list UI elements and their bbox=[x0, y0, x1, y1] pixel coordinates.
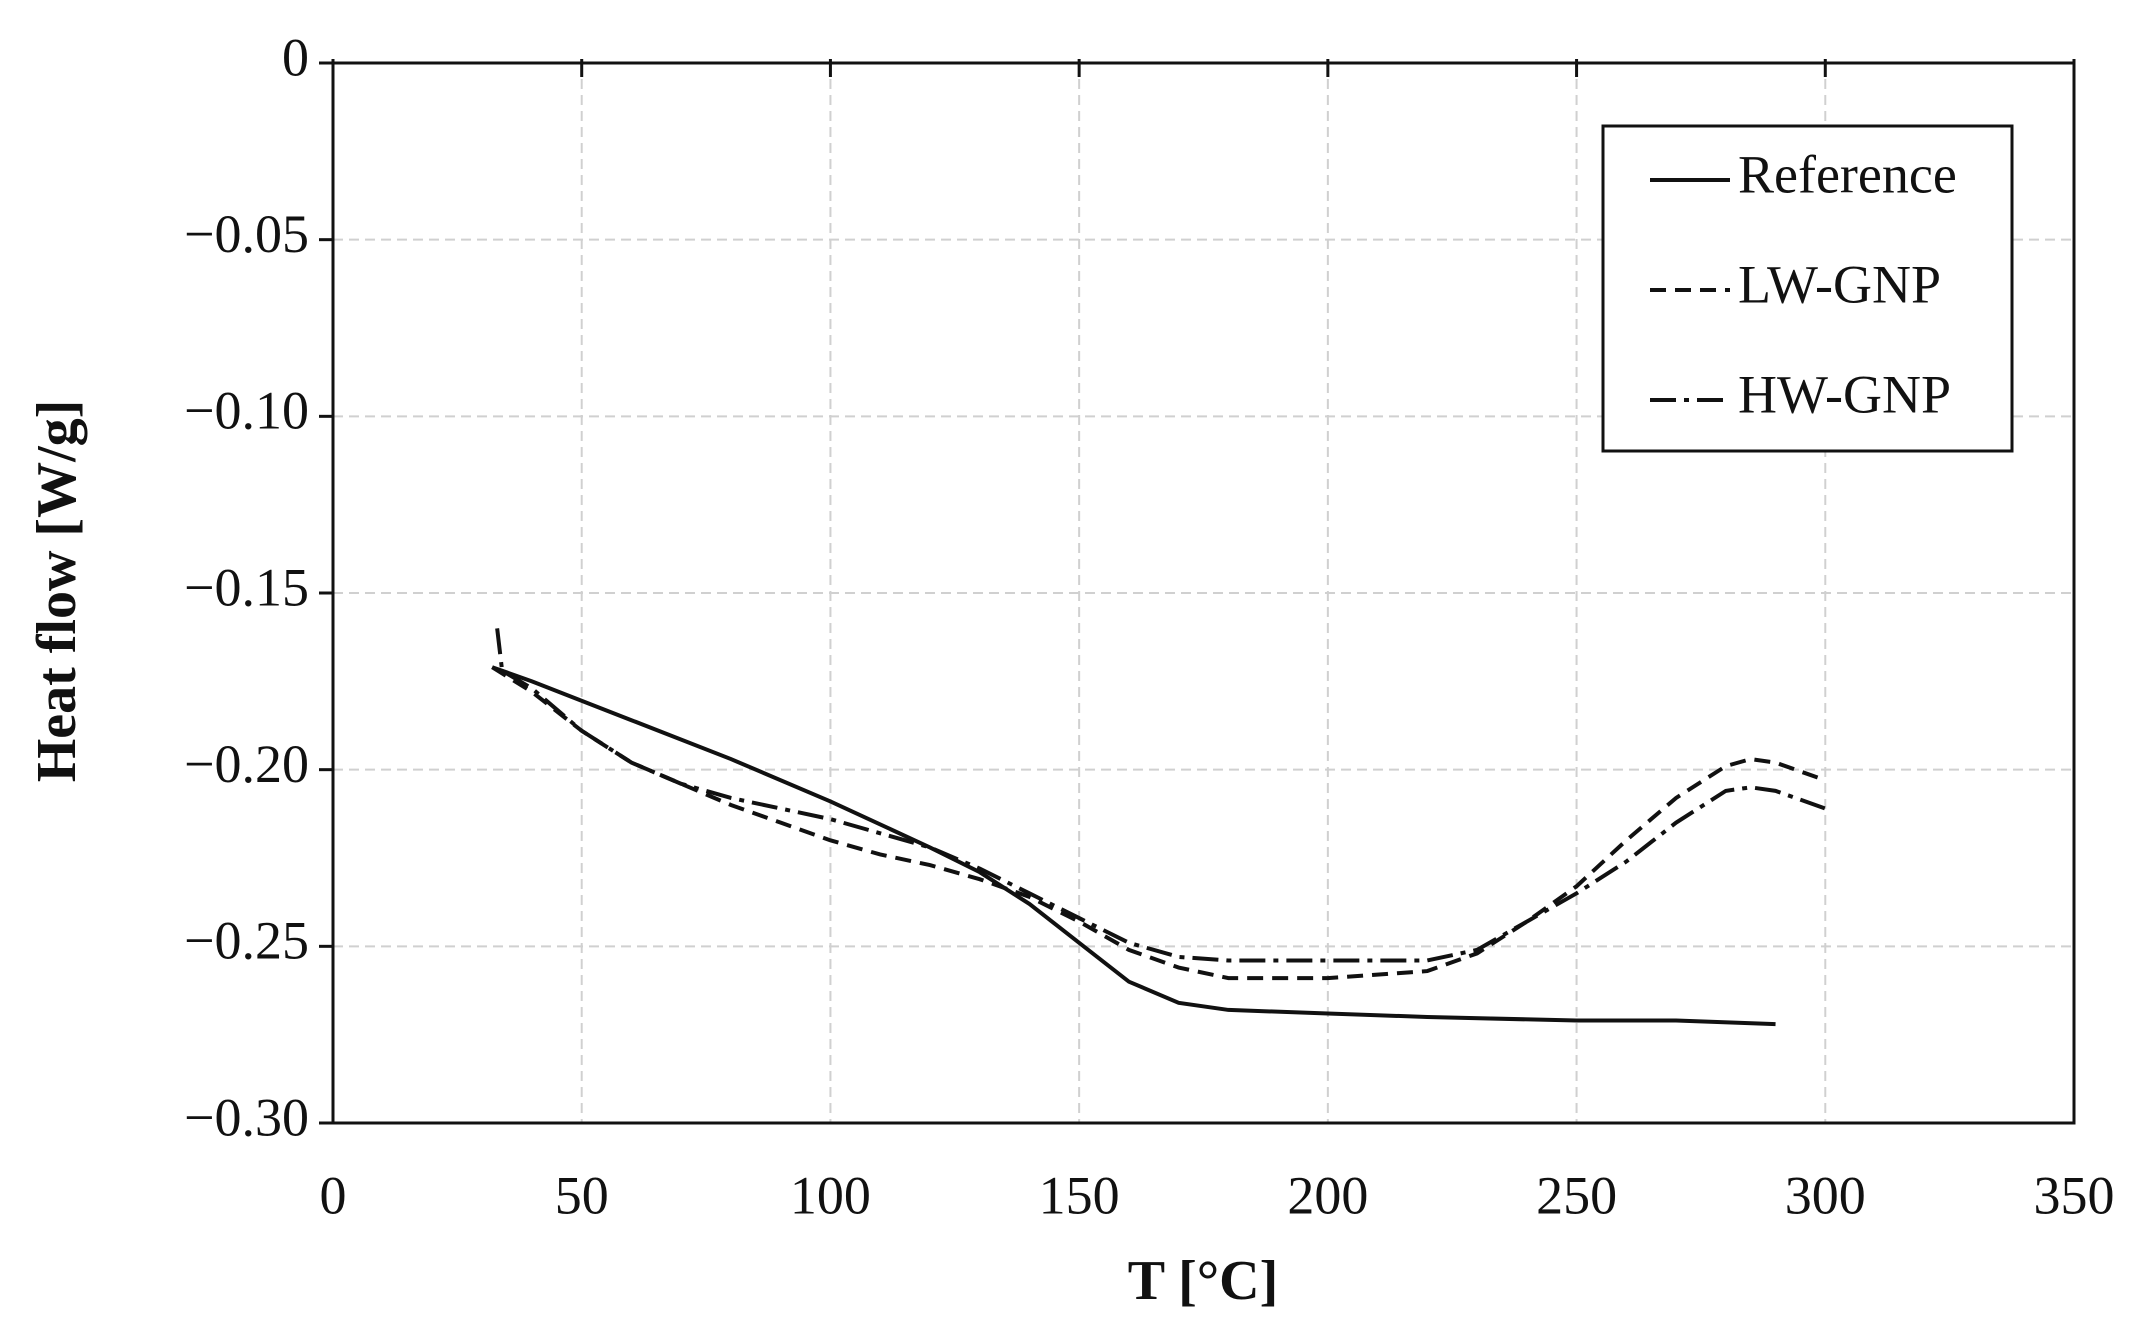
series-line bbox=[491, 665, 1776, 1027]
legend-label: Reference bbox=[1738, 144, 1957, 204]
x-tick-label: 0 bbox=[320, 1165, 347, 1225]
y-tick-label: −0.30 bbox=[184, 1087, 309, 1147]
y-tick-label: −0.20 bbox=[184, 734, 309, 794]
legend-label: HW-GNP bbox=[1738, 364, 1951, 424]
x-axis-title: T [°C] bbox=[1128, 1250, 1278, 1312]
series-line bbox=[491, 665, 1826, 981]
y-tick-label: 0 bbox=[282, 27, 309, 87]
x-tick-label: 100 bbox=[790, 1165, 871, 1225]
x-tick-label: 150 bbox=[1039, 1165, 1120, 1225]
legend-label: LW-GNP bbox=[1738, 254, 1941, 314]
x-tick-label: 50 bbox=[555, 1165, 609, 1225]
plot-frame bbox=[331, 61, 2076, 1125]
y-tick-label: −0.15 bbox=[184, 557, 309, 617]
x-tick-label: 350 bbox=[2034, 1165, 2115, 1225]
x-tick-label: 300 bbox=[1785, 1165, 1866, 1225]
y-axis-title: Heat flow [W/g] bbox=[26, 400, 88, 783]
x-tick-label: 250 bbox=[1536, 1165, 1617, 1225]
y-tick-label: −0.25 bbox=[184, 911, 309, 971]
y-tick-label: −0.05 bbox=[184, 204, 309, 264]
y-tick-label: −0.10 bbox=[184, 381, 309, 441]
series-line bbox=[495, 628, 1826, 963]
x-tick-label: 200 bbox=[1287, 1165, 1368, 1225]
